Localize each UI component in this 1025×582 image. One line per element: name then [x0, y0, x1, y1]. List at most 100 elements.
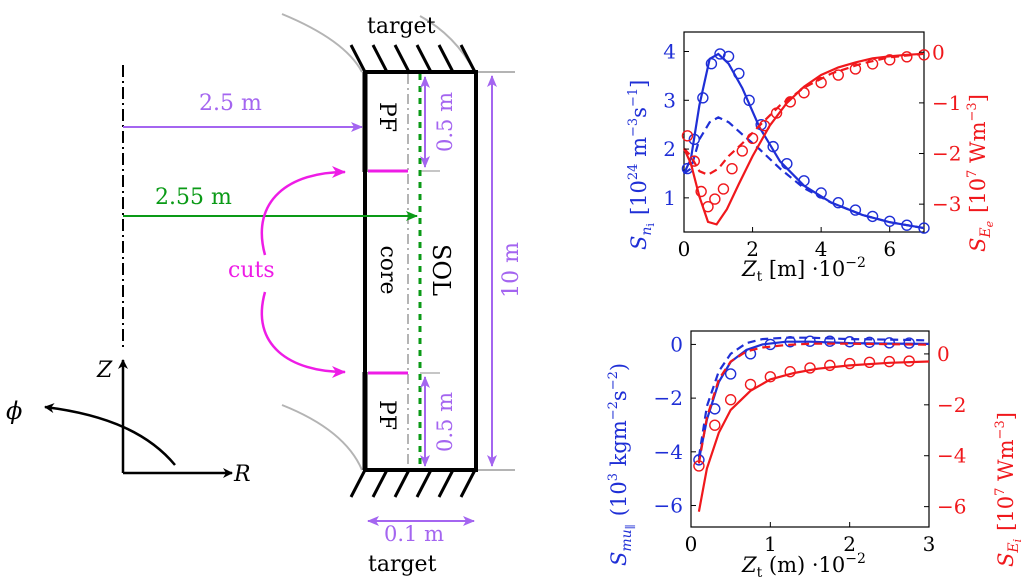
chart-top-y-left-label: Sni[1024 m−3s−1]	[626, 80, 657, 250]
cuts-arrow-up	[260, 166, 346, 256]
target-hatching-bottom	[349, 469, 477, 498]
z-axis-label: Z	[96, 358, 113, 383]
y-left-tick-label: −4	[654, 440, 683, 464]
chart-1-series-5-marker	[724, 394, 737, 406]
chart-0-series-2-marker	[743, 94, 755, 106]
chart-0-series-5-marker	[832, 69, 844, 81]
chart-top-ticks: 0 2 4 6 1 2 3 4 0 −1 −2 −3	[663, 40, 961, 261]
chart-0-series-5-marker	[849, 63, 862, 75]
chart-0-series-2-marker	[832, 197, 844, 209]
chart-0-series-5-marker	[866, 58, 879, 70]
target-top-label: target	[367, 14, 436, 39]
y-right-tick-label: −3	[932, 192, 961, 216]
chart-1-series-2-marker	[724, 368, 737, 380]
chart-0-series-2-marker	[815, 187, 827, 199]
chart-0-series-1-line	[683, 116, 925, 230]
chart-top-series	[681, 48, 930, 234]
chart-1-series-5-marker	[784, 366, 796, 378]
chart-0-series-5-marker	[758, 119, 771, 132]
chart-0-series-3-line	[682, 52, 925, 226]
y-left-tick-label: −2	[654, 386, 683, 410]
cuts-arrow-down	[260, 291, 346, 378]
sol-label: SOL	[427, 244, 455, 296]
chart-1-series-2-marker	[824, 335, 836, 347]
chart-bottom-y-left-label: Smu∥(103 kgm−2s−2)	[606, 363, 637, 566]
chart-0-series-2-marker	[781, 158, 793, 170]
chart-0-series-5-marker	[702, 200, 714, 213]
chart-1-series-5-marker	[843, 357, 856, 370]
chart-0-series-5-marker	[717, 183, 730, 195]
chart-0-series-2-marker	[901, 219, 913, 231]
chart-0-series-2-marker	[767, 140, 779, 153]
chart-0-series-2-marker	[733, 67, 745, 80]
domain-box	[363, 70, 478, 472]
chart-1-series-2-marker	[784, 336, 796, 348]
y-left-tick-label: 4	[663, 40, 676, 64]
chart-bottom-x-label: Zt (m) ·10−2	[741, 551, 866, 581]
x-tick-label: 2	[843, 532, 856, 556]
chart-1-series-2-marker	[804, 335, 816, 347]
dist-sep-label: 2.55 m	[155, 185, 232, 210]
y-left-tick-label: 2	[663, 137, 676, 161]
chart-1-series-4-line	[697, 342, 930, 464]
pf-top-label: PF	[374, 102, 399, 132]
lower-arc	[281, 404, 363, 471]
chart-0-series-2-marker	[798, 175, 810, 187]
chart-0-series-5-marker	[681, 130, 694, 142]
chart-top-x-label: Zt [m] ·10−2	[741, 255, 866, 285]
chart-1-series-1-line	[697, 336, 930, 458]
chart-0-series-5-marker	[901, 51, 913, 63]
chart-1-series-2-marker	[843, 336, 856, 348]
cuts-label: cuts	[228, 258, 275, 283]
chart-1-series-5-marker	[883, 355, 896, 368]
dist-pf-label: 2.5 m	[199, 91, 262, 116]
geometry-diagram: target target 2.5 m 2.55 m cuts PF PF co…	[6, 13, 524, 577]
chart-1-series-2-marker	[903, 337, 915, 349]
chart-0-series-5-marker	[884, 54, 896, 66]
chart-0-series-5-marker	[770, 107, 783, 119]
chart-0-series-2-marker	[866, 210, 879, 223]
chart-bottom-y-right-label: SEi[107 Wm−3]	[993, 412, 1024, 567]
chart-1-series-5-marker	[693, 460, 705, 472]
chart-0-series-5-marker	[688, 155, 700, 167]
y-left-tick-label: 1	[663, 186, 676, 210]
y-left-tick-label: 0	[670, 332, 683, 356]
phi-axis-label: ϕ	[6, 397, 22, 425]
chart-0-series-2-marker	[884, 215, 896, 227]
chart-1-series-5-marker	[744, 378, 757, 391]
chart-bottom-frame	[690, 330, 930, 528]
pf-height-bottom-label: 0.5 m	[433, 392, 457, 452]
x-tick-label: 0	[678, 237, 691, 261]
y-right-tick-label: −6	[937, 495, 966, 519]
chart-0-series-5-marker	[746, 132, 759, 145]
chart-top-y-right-label: SEe[107 Wm−3]	[965, 94, 996, 252]
y-right-tick-label: −2	[937, 393, 966, 417]
x-tick-label: 6	[883, 237, 896, 261]
chart-0-series-4-line	[683, 52, 925, 177]
y-right-tick-label: 0	[937, 342, 950, 366]
chart-1-series-5-marker	[903, 355, 915, 367]
chart-0-series-2-marker	[918, 222, 930, 234]
chart-1-series-2-marker	[744, 348, 757, 360]
y-left-tick-label: 3	[663, 88, 676, 112]
pf-bottom-label: PF	[374, 400, 399, 430]
x-tick-label: 1	[764, 532, 777, 556]
target-bottom-label: target	[368, 552, 437, 577]
chart-0-series-2-marker	[697, 92, 709, 104]
chart-top-frame	[683, 31, 925, 233]
chart-0-series-5-marker	[815, 76, 827, 89]
x-tick-label: 2	[746, 237, 759, 261]
chart-bottom-ticks: 0 1 2 30−2−4−60−2−4−6	[654, 332, 967, 556]
x-tick-label: 4	[815, 237, 828, 261]
chart-1-series-2-marker	[863, 336, 876, 348]
y-right-tick-label: −4	[937, 444, 966, 468]
chart-1-series-2-marker	[883, 337, 896, 349]
chart-bottom-series	[693, 335, 930, 512]
pf-height-top-label: 0.5 m	[433, 92, 457, 152]
chart-0-series-5-marker	[798, 87, 810, 99]
chart-0-series-2-marker	[722, 50, 735, 63]
chart-0-series-2-marker	[849, 204, 862, 216]
r-axis-label: R	[233, 462, 251, 487]
total-height-label: 10 m	[499, 242, 524, 298]
chart-0-series-0-line	[683, 52, 925, 230]
